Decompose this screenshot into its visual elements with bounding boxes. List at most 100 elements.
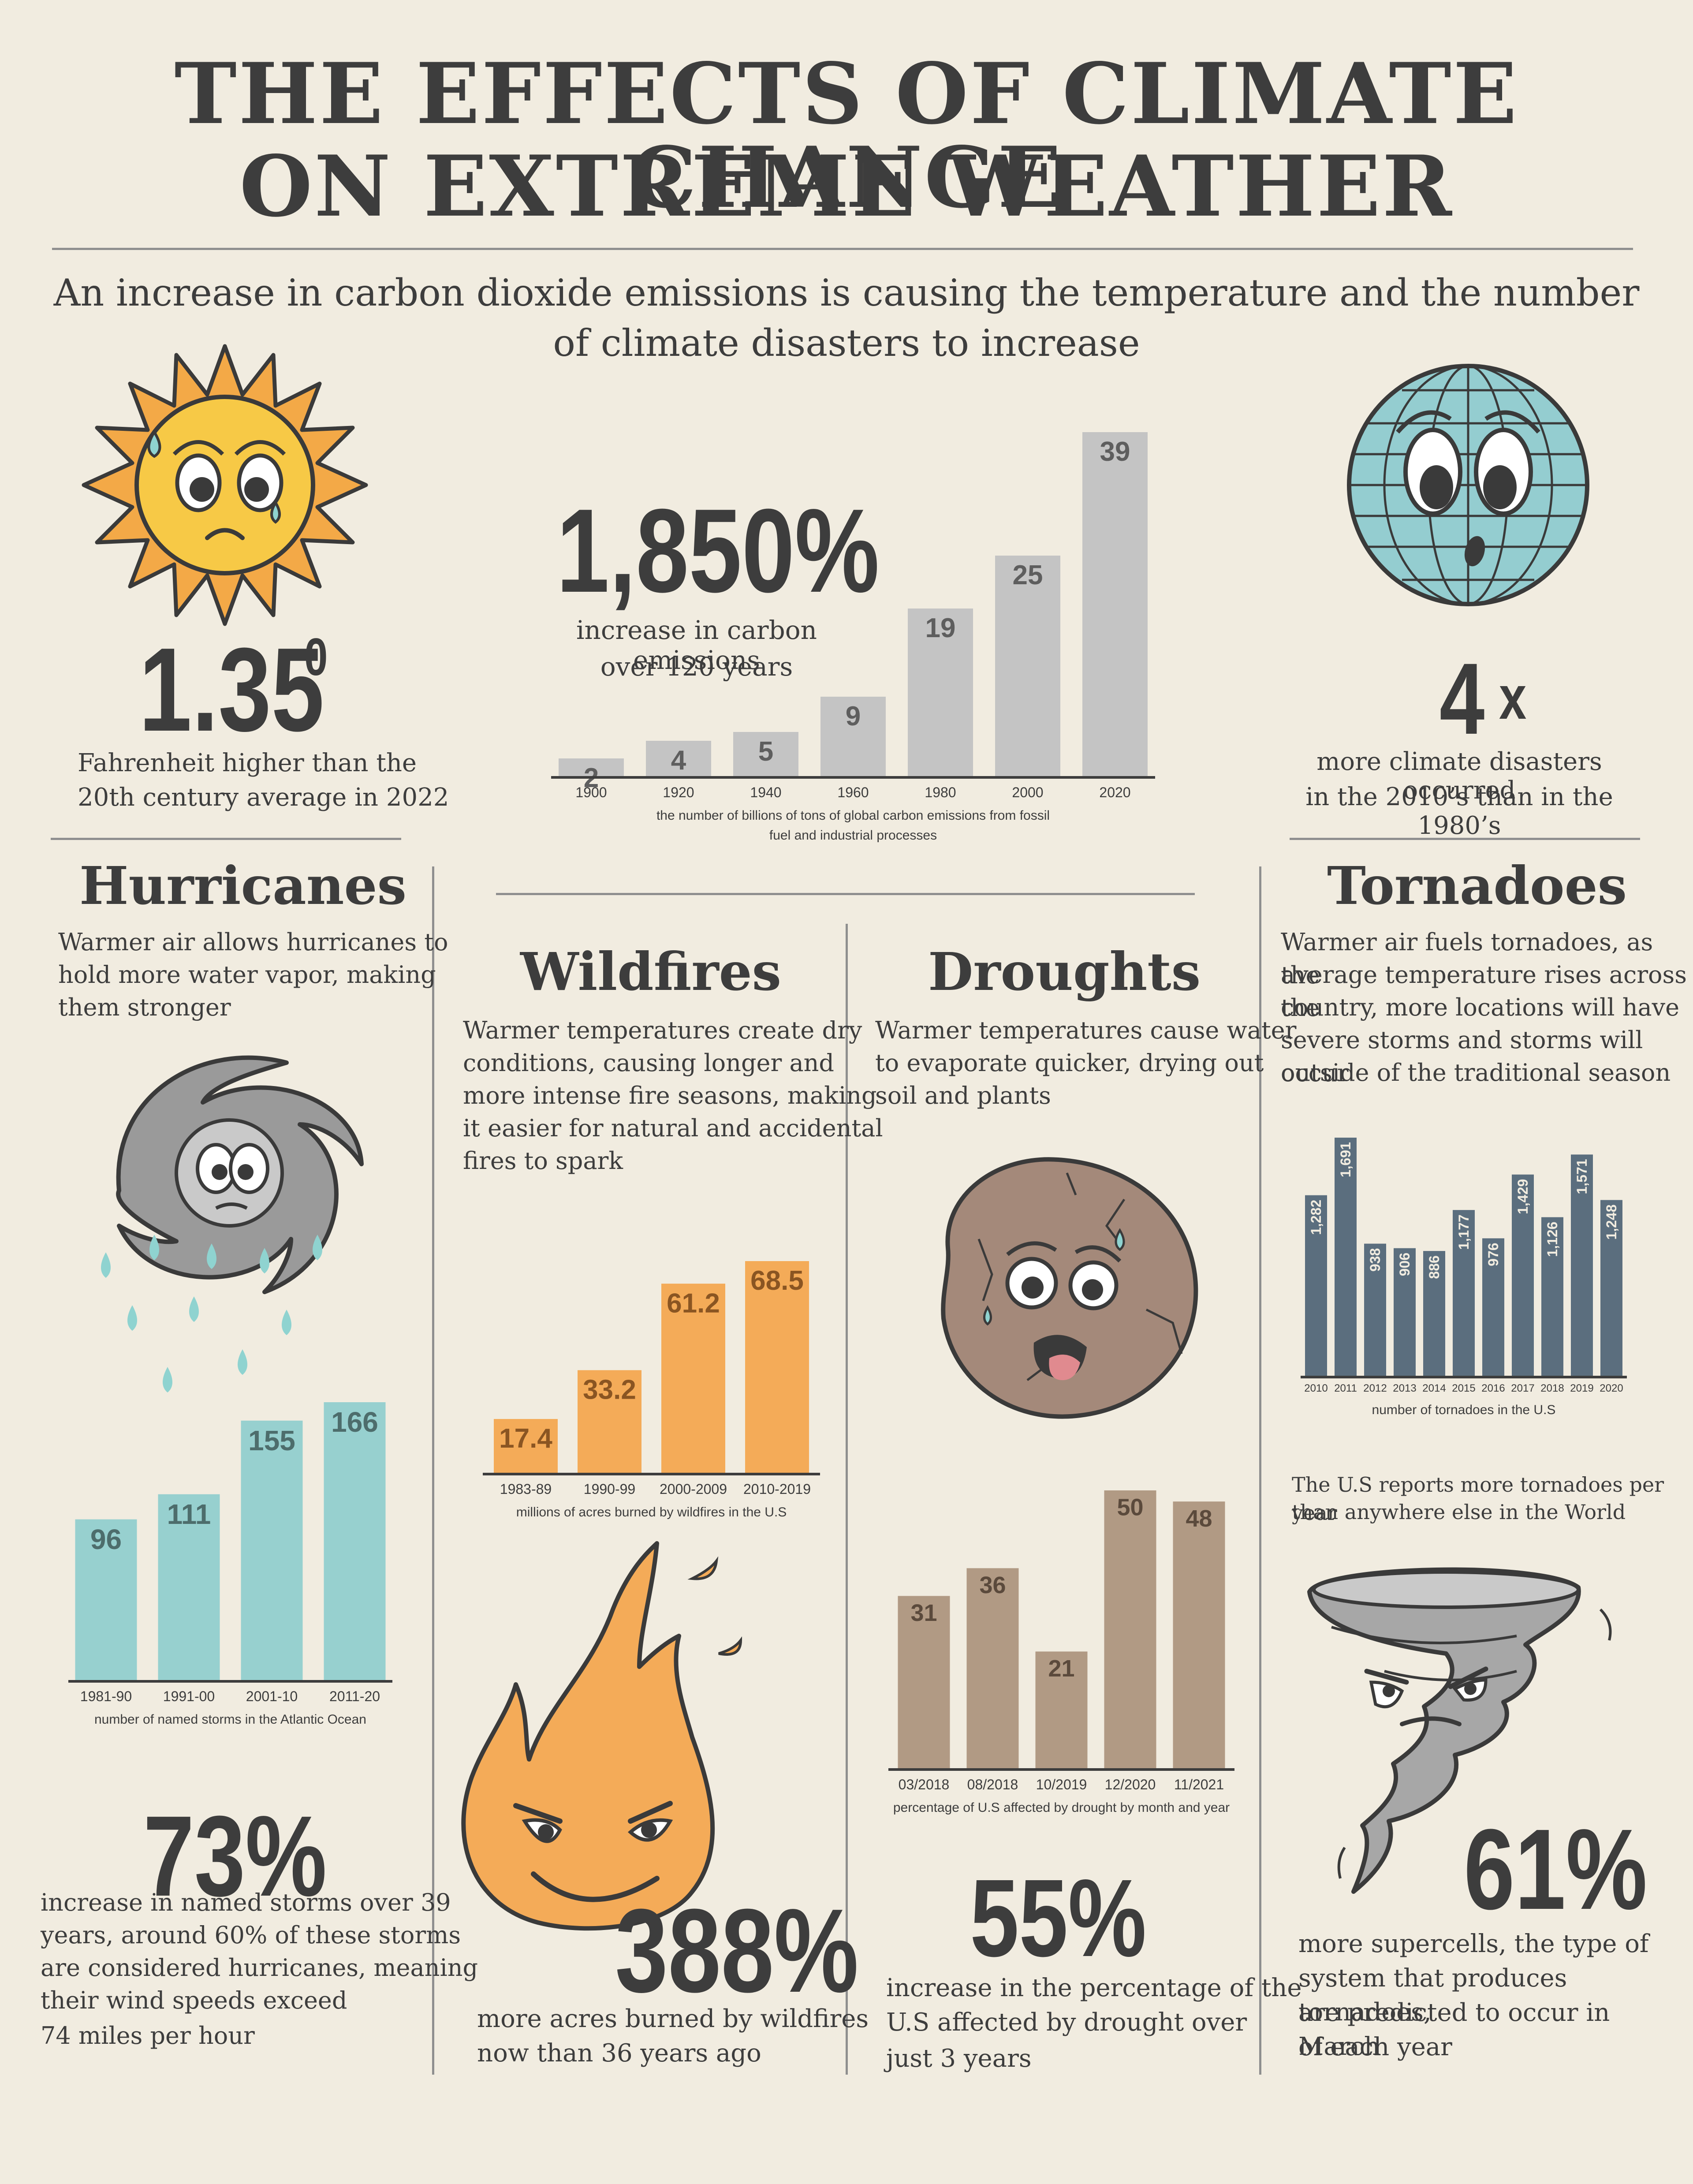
tornadoes-category-label: 2017 (1511, 1382, 1534, 1394)
tornadoes-stat: 61% (1464, 1806, 1648, 1934)
tornadoes-category-label: 2015 (1452, 1382, 1475, 1394)
hurricanes-bar (241, 1420, 303, 1680)
tornadoes-desc-5: outside of the traditional season (1281, 1059, 1671, 1086)
tornadoes-category-label: 2019 (1570, 1382, 1593, 1394)
temperature-desc-2: 20th century average in 2022 (78, 783, 449, 812)
hurricanes-value-label: 96 (90, 1523, 122, 1555)
droughts-category-label: 03/2018 (899, 1777, 950, 1792)
tornadoes-value-label: 1,429 (1515, 1179, 1531, 1214)
tornadoes-value-label: 886 (1426, 1255, 1442, 1279)
hurricanes-value-label: 111 (167, 1498, 211, 1530)
tornadoes-bar (1453, 1210, 1475, 1376)
hurricanes-stat-3: are considered hurricanes, meaning (41, 1954, 478, 1982)
title-divider (52, 248, 1633, 250)
tornadoes-value-label: 1,177 (1456, 1214, 1472, 1250)
tornadoes-category-label: 2016 (1481, 1382, 1505, 1394)
hurricanes-bar-chart: 96 1981-90 111 1991-00 155 2001-10 166 2011-20 n… (68, 1402, 392, 1727)
tornadoes-value-label: 938 (1367, 1248, 1383, 1271)
tornadoes-value-label: 1,282 (1308, 1200, 1324, 1235)
tornadoes-bar (1512, 1174, 1534, 1376)
column-rule-2 (846, 924, 848, 2075)
wildfires-bar (494, 1419, 558, 1473)
wildfires-stat-1: more acres burned by wildfires (477, 2005, 869, 2033)
hurricanes-stat-2: years, around 60% of these storms (41, 1921, 461, 1949)
hurricanes-stat: 73% (143, 1792, 327, 1920)
carbon-category-label: 2000 (1012, 784, 1043, 800)
hurricanes-stat-5: 74 miles per hour (41, 2022, 255, 2050)
carbon-desc-2: over 120 years (600, 652, 793, 682)
dry-rock-icon (941, 1157, 1198, 1419)
tornadoes-category-label: 2013 (1393, 1382, 1416, 1394)
fire-icon (461, 1541, 742, 1931)
temperature-value: 1.35 (139, 623, 324, 756)
wildfires-category-label: 1990-99 (584, 1481, 635, 1497)
carbon-category-label: 2020 (1099, 784, 1130, 800)
droughts-value-label: 36 (979, 1572, 1006, 1598)
wildfires-bar (578, 1370, 641, 1473)
droughts-category-label: 10/2019 (1036, 1777, 1087, 1792)
droughts-bar (1035, 1651, 1088, 1768)
hurricanes-desc-3: them stronger (58, 993, 231, 1021)
disasters-suffix: x (1499, 663, 1527, 732)
title-line-2: ON EXTREME WEATHER (239, 137, 1454, 235)
carbon-value-label: 39 (1100, 437, 1130, 467)
hurricanes-value-label: 166 (331, 1406, 378, 1438)
carbon-value-label: 19 (925, 613, 956, 643)
tornadoes-value-label: 1,248 (1604, 1204, 1619, 1239)
wildfires-desc-5: fires to spark (463, 1147, 623, 1175)
tornadoes-bar (1305, 1195, 1327, 1376)
hurricane-icon (101, 1055, 364, 1393)
wildfires-bar (745, 1261, 809, 1473)
tornadoes-category-label: 2011 (1334, 1382, 1357, 1394)
hurricanes-bar (75, 1519, 137, 1680)
wildfires-heading: Wildfires (520, 941, 782, 1002)
hurricanes-bar (324, 1402, 386, 1680)
droughts-bar (966, 1568, 1019, 1768)
carbon-category-label: 1960 (837, 784, 869, 800)
carbon-value-label: 4 (671, 745, 686, 776)
tornadoes-note-1: The U.S reports more tornadoes per year (1292, 1473, 1664, 1525)
hurricanes-category-label: 1991-00 (163, 1688, 215, 1704)
sad-sun-icon (82, 344, 368, 626)
hurricanes-desc-2: hold more water vapor, making (58, 961, 436, 989)
droughts-stat: 55% (970, 1856, 1147, 1979)
disasters-stat: 4 (1439, 642, 1485, 755)
subtitle-line-1: An increase in carbon dioxide emissions … (53, 271, 1640, 314)
droughts-desc-1: Warmer temperatures cause water (875, 1016, 1297, 1044)
droughts-value-label: 21 (1048, 1655, 1074, 1682)
droughts-value-label: 48 (1186, 1505, 1212, 1532)
droughts-category-label: 08/2018 (967, 1777, 1018, 1792)
tornadoes-stat-3: are predicted to occur in March (1298, 1998, 1610, 2061)
wildfires-value-label: 61.2 (667, 1288, 720, 1318)
carbon-bar (995, 556, 1060, 776)
carbon-bar (733, 732, 798, 776)
tornadoes-bar (1571, 1154, 1593, 1376)
wildfires-category-label: 2000-2009 (660, 1481, 727, 1497)
tornadoes-note-2: than anywhere else in the World (1292, 1500, 1626, 1524)
carbon-bar (1082, 432, 1148, 776)
tornadoes-value-label: 1,571 (1574, 1159, 1590, 1194)
carbon-bar (908, 609, 973, 776)
subtitle-line-2: of climate disasters to increase (553, 321, 1140, 365)
tornado-icon (1307, 1567, 1612, 1894)
tornadoes-value-label: 906 (1397, 1253, 1413, 1276)
hurricanes-stat-1: increase in named storms over 39 (41, 1889, 451, 1916)
tornadoes-bar (1541, 1217, 1563, 1376)
carbon-bar (646, 741, 711, 776)
carbon-category-label: 1900 (575, 784, 607, 800)
carbon-value-label: 5 (758, 736, 773, 767)
wildfires-desc-4: it easier for natural and accidental (463, 1114, 883, 1142)
droughts-bar (1104, 1490, 1156, 1768)
droughts-category-label: 11/2021 (1174, 1777, 1224, 1792)
divider-right (1290, 838, 1640, 840)
carbon-category-label: 1940 (750, 784, 781, 800)
tornadoes-heading: Tornadoes (1327, 855, 1627, 916)
column-rule-1 (432, 866, 434, 2075)
divider-left (51, 838, 401, 840)
droughts-desc-3: soil and plants (875, 1082, 1051, 1109)
droughts-axis-caption: percentage of U.S affected by drought by… (893, 1800, 1230, 1815)
droughts-value-label: 31 (910, 1600, 937, 1626)
tornadoes-stat-4: of each year (1298, 2033, 1452, 2061)
tornadoes-category-label: 2014 (1422, 1382, 1446, 1394)
